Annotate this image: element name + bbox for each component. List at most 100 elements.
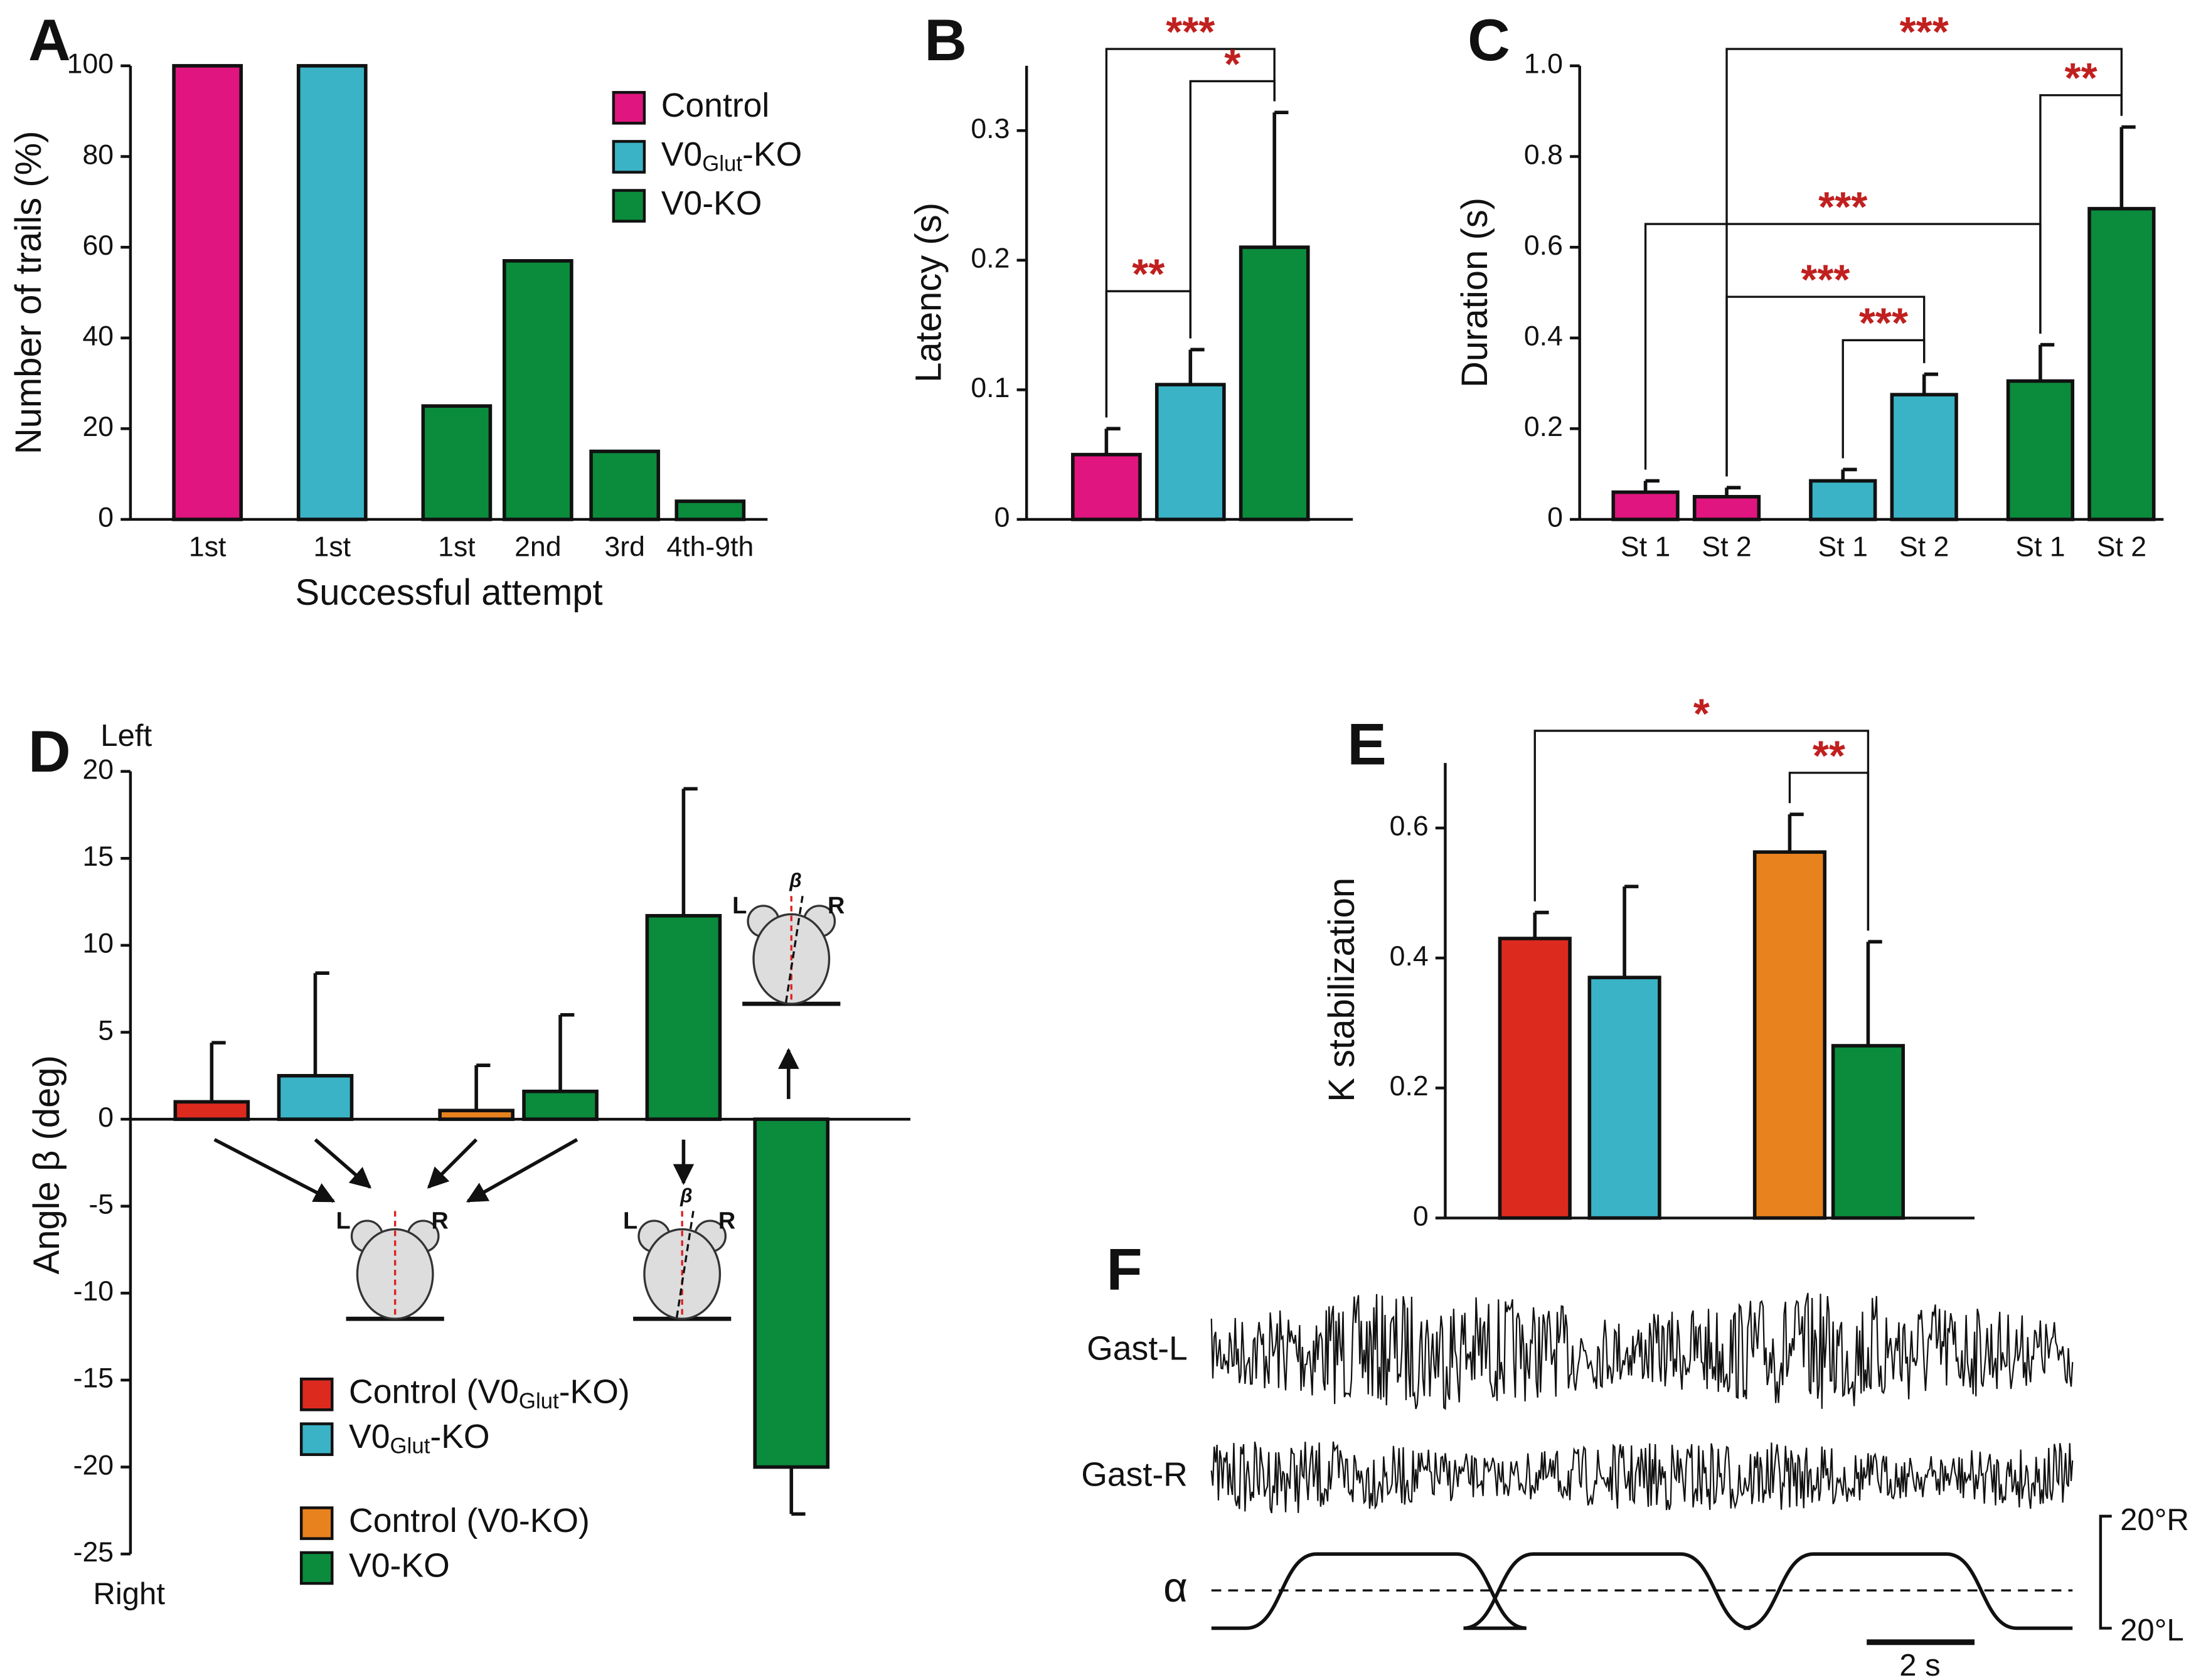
significance-bracket bbox=[1725, 295, 1926, 477]
legend-label: V0-KO bbox=[349, 1548, 450, 1585]
significance-label: * bbox=[1224, 41, 1240, 88]
panel-label: F bbox=[1106, 1236, 1142, 1302]
y-tick-label: 0 bbox=[98, 1102, 114, 1133]
panel-label: A bbox=[28, 7, 71, 73]
mouse-label: R bbox=[431, 1208, 448, 1234]
arrow bbox=[466, 1138, 578, 1203]
significance-label: *** bbox=[1801, 256, 1850, 303]
significance-label: ** bbox=[2065, 55, 2097, 102]
bar bbox=[1809, 479, 1877, 521]
y-tick-label: 0.2 bbox=[1390, 1071, 1429, 1102]
y-tick-label: -20 bbox=[73, 1450, 114, 1481]
mouse-label: L bbox=[623, 1208, 637, 1234]
significance-label: *** bbox=[1818, 183, 1867, 230]
bar bbox=[1890, 393, 1958, 521]
bar bbox=[296, 64, 368, 521]
legend-label-part: Control (V0 bbox=[349, 1374, 519, 1411]
y-axis-label: Latency (s) bbox=[909, 203, 949, 383]
x-tick-label: 3rd bbox=[604, 532, 645, 563]
legend-label: Control (V0Glut-KO) bbox=[349, 1374, 630, 1413]
time-scale-label: 2 s bbox=[1899, 1649, 1940, 1680]
bar bbox=[589, 449, 661, 521]
y-tick-label: 0 bbox=[98, 502, 114, 533]
bar bbox=[2006, 379, 2075, 521]
y-tick-label: 80 bbox=[82, 139, 114, 170]
axis-end-label: Left bbox=[100, 719, 152, 753]
significance-label: *** bbox=[1859, 300, 1908, 347]
mouse-label: β bbox=[789, 869, 801, 891]
significance-bracket bbox=[1842, 339, 1926, 459]
bar bbox=[674, 499, 746, 521]
significance-bracket bbox=[1725, 48, 2123, 477]
y-tick-label: 0.2 bbox=[1524, 412, 1563, 442]
significance-bracket bbox=[1105, 48, 1276, 418]
trace-label: Gast-L bbox=[1087, 1331, 1188, 1368]
legend-swatch bbox=[612, 140, 646, 174]
arrow bbox=[427, 1138, 478, 1189]
y-tick-label: 0.2 bbox=[971, 243, 1010, 274]
arrow bbox=[314, 1138, 372, 1189]
legend-label-part: -KO bbox=[430, 1418, 489, 1455]
significance-bracket bbox=[1189, 80, 1276, 339]
legend-swatch bbox=[612, 189, 646, 223]
legend-label: Control (V0-KO) bbox=[349, 1502, 590, 1539]
angle-trace bbox=[1211, 1552, 2073, 1630]
angle-mark: 20°R bbox=[2120, 1503, 2189, 1537]
tilt-line bbox=[675, 1211, 695, 1319]
y-tick-label: 0.1 bbox=[971, 373, 1010, 403]
angle-scale bbox=[2099, 1514, 2112, 1630]
legend-label: V0-KO bbox=[661, 185, 762, 222]
panel-label: B bbox=[924, 7, 967, 73]
y-tick-label: -15 bbox=[73, 1363, 114, 1394]
mouse-label: R bbox=[718, 1208, 735, 1234]
legend-label: Control bbox=[661, 87, 770, 124]
bar bbox=[172, 64, 243, 521]
emg-trace bbox=[1210, 1292, 2074, 1410]
legend-label: V0Glut-KO bbox=[349, 1418, 490, 1458]
significance-label: ** bbox=[1813, 732, 1845, 779]
y-tick-label: 0.8 bbox=[1524, 139, 1563, 170]
legend-swatch bbox=[299, 1377, 334, 1412]
significance-label: *** bbox=[1166, 8, 1215, 55]
x-tick-label: St 1 bbox=[1818, 532, 1868, 563]
y-tick-label: 0.4 bbox=[1524, 321, 1563, 352]
bar bbox=[421, 404, 493, 521]
y-tick-label: -25 bbox=[73, 1537, 114, 1568]
bar bbox=[1831, 1044, 1905, 1220]
mouse-label: R bbox=[828, 893, 845, 919]
y-tick-label: 0 bbox=[1413, 1201, 1429, 1231]
bar bbox=[1692, 495, 1761, 521]
legend-label-part: Glut bbox=[519, 1389, 559, 1413]
y-tick-label: 0.3 bbox=[971, 114, 1010, 144]
x-tick-label: St 1 bbox=[1621, 532, 1670, 563]
significance-bracket bbox=[1105, 290, 1191, 418]
significance-bracket bbox=[1644, 223, 2042, 470]
significance-label: *** bbox=[1900, 8, 1949, 55]
bar bbox=[277, 1073, 354, 1121]
angle-label: α bbox=[1163, 1564, 1188, 1611]
y-tick-label: 100 bbox=[67, 49, 114, 80]
arrow bbox=[213, 1138, 336, 1203]
bar bbox=[1587, 976, 1661, 1220]
panel-label: D bbox=[28, 718, 71, 784]
x-tick-label: St 2 bbox=[1899, 532, 1949, 563]
legend-label-part: V0 bbox=[661, 136, 703, 173]
x-tick-label: 1st bbox=[314, 532, 351, 563]
y-tick-label: 40 bbox=[82, 321, 114, 352]
mouse-label: L bbox=[732, 893, 747, 919]
tilt-line bbox=[784, 896, 804, 1004]
x-tick-label: 2nd bbox=[514, 532, 561, 563]
panel-label: C bbox=[1468, 7, 1510, 73]
legend-swatch bbox=[299, 1506, 334, 1540]
emg-trace bbox=[1210, 1441, 2074, 1514]
y-tick-label: 60 bbox=[82, 230, 114, 261]
x-axis-label: Successful attempt bbox=[296, 572, 603, 613]
bar bbox=[1239, 245, 1310, 521]
x-tick-label: St 2 bbox=[1702, 532, 1751, 563]
y-tick-label: -10 bbox=[73, 1276, 114, 1307]
axis-end-label: Right bbox=[93, 1577, 165, 1611]
x-tick-label: St 1 bbox=[2015, 532, 2065, 563]
significance-label: * bbox=[1693, 690, 1710, 737]
bar bbox=[753, 1117, 830, 1469]
